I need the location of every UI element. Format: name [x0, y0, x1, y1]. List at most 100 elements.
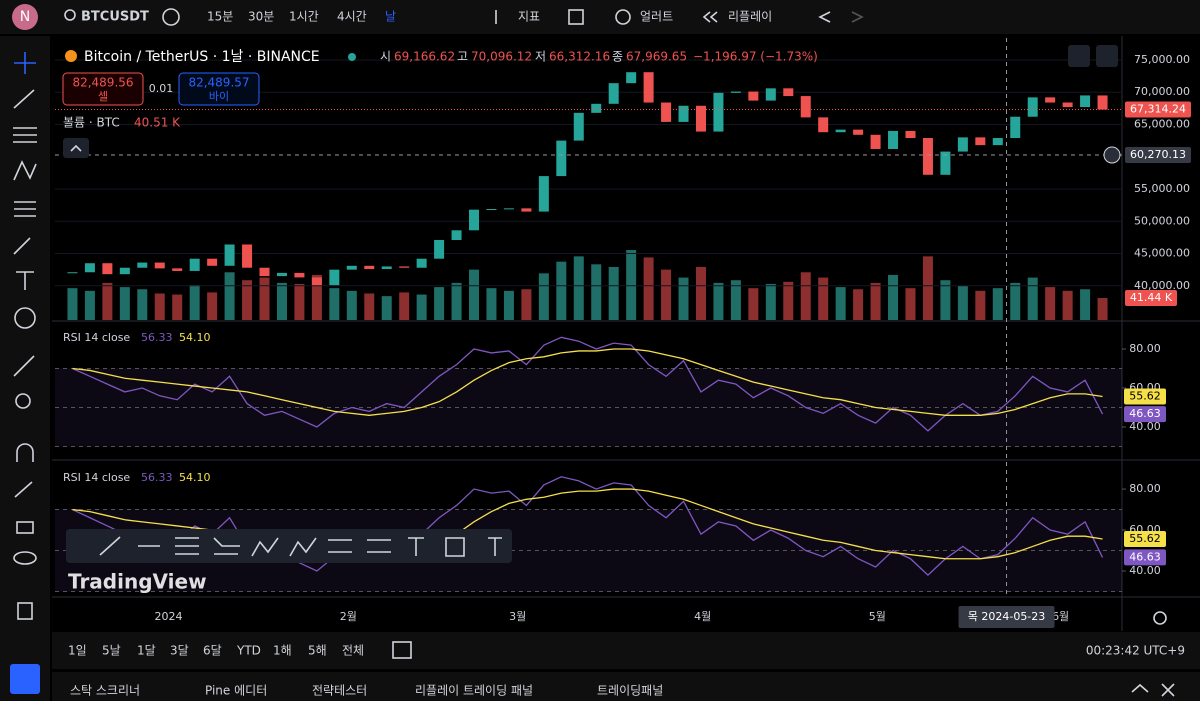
scroll-button[interactable] [1068, 45, 1090, 67]
indicators-button[interactable]: 지표 [518, 10, 540, 24]
interval-button[interactable]: 4시간 [337, 10, 367, 24]
drawing-tools[interactable] [99, 536, 502, 557]
range-button[interactable]: 1달 [137, 644, 156, 658]
range-button[interactable]: 5해 [308, 644, 327, 658]
pattern-tool[interactable] [13, 160, 37, 181]
panel-controls[interactable] [1131, 683, 1175, 697]
search-icon[interactable] [64, 9, 76, 21]
range-button[interactable]: 1해 [273, 644, 292, 658]
collapse-legend[interactable] [63, 138, 89, 158]
volume-bar [1097, 298, 1108, 320]
volume-bar [1010, 282, 1021, 320]
symbol[interactable]: BTCUSDT [81, 10, 149, 25]
candle [137, 262, 148, 268]
bottom-tab[interactable]: 전략테스터 [312, 684, 367, 698]
volume-bar [713, 282, 724, 320]
btc-logo [65, 50, 77, 62]
replay-button[interactable]: 리플레이 [728, 10, 772, 24]
range-button[interactable]: YTD [236, 644, 261, 658]
x-tick-label: 2월 [340, 610, 357, 623]
interval-button[interactable]: 30분 [248, 10, 274, 24]
volume-bar [661, 269, 672, 320]
candle [695, 105, 706, 132]
interval-button[interactable]: 1시간 [289, 10, 319, 24]
measure-tool[interactable] [13, 355, 35, 377]
rsi-last-label-box [1124, 549, 1166, 566]
range-button[interactable]: 전체 [342, 644, 364, 658]
icon-tool[interactable] [14, 307, 36, 329]
draw-mode[interactable] [14, 481, 33, 498]
rsi-title: RSI 14 close [63, 331, 130, 344]
candle [172, 268, 183, 271]
rsi-title: RSI 14 close [63, 471, 130, 484]
bottom-tab[interactable]: 리플레이 트레이딩 패널 [415, 684, 533, 698]
range-button[interactable]: 1일 [68, 644, 87, 658]
line-tool[interactable] [13, 89, 35, 109]
volume-bar [1045, 287, 1056, 320]
candle [905, 130, 916, 139]
candle [765, 88, 776, 101]
volume-bar [469, 269, 480, 320]
redo[interactable] [851, 11, 864, 23]
candle [853, 129, 864, 135]
watchlist-button[interactable] [10, 664, 40, 694]
undo[interactable] [818, 11, 831, 23]
legend-title: Bitcoin / TetherUS · 1날 · BINANCE [84, 49, 320, 65]
alert-icon [615, 9, 631, 25]
axis-settings[interactable] [1153, 611, 1167, 625]
fib-tool[interactable] [13, 127, 37, 143]
text-tool[interactable] [16, 271, 34, 290]
volume-bar [242, 280, 253, 320]
candle [154, 262, 165, 269]
lock-tool[interactable] [16, 521, 34, 534]
bottom-tab[interactable]: 트레이딩패널 [597, 684, 663, 698]
candle [189, 258, 200, 271]
range-button[interactable]: 5날 [102, 644, 121, 658]
volume-bar [119, 287, 130, 320]
range-button[interactable]: 3달 [170, 644, 189, 658]
volume-bar [957, 285, 968, 320]
volume-bar [521, 289, 532, 320]
volume-bar [259, 277, 270, 320]
settings-button[interactable] [1096, 45, 1118, 67]
projection-tool[interactable] [14, 201, 36, 217]
volume-last-label-box [1125, 290, 1177, 307]
crosshair-tool[interactable] [14, 52, 36, 74]
brush-tool[interactable] [13, 237, 31, 255]
zoom-tool[interactable] [15, 393, 31, 409]
bottom-tab[interactable]: 스탁 스크리너 [70, 684, 140, 698]
avatar[interactable] [12, 4, 38, 30]
volume-bar [678, 277, 689, 320]
layout-icon[interactable] [568, 9, 584, 25]
sell-button[interactable] [62, 72, 144, 106]
add-symbol[interactable] [162, 8, 180, 26]
visibility-tool[interactable] [13, 551, 37, 565]
interval-button[interactable]: 15분 [207, 10, 233, 24]
goto-date[interactable] [392, 641, 412, 659]
magnet-tool[interactable] [16, 443, 34, 462]
bottom-tab[interactable]: Pine 에디터 [205, 684, 267, 698]
low-label: 저 [535, 50, 546, 64]
candle [84, 263, 95, 273]
watermark: TradingView [68, 570, 207, 594]
range-bar [52, 632, 1200, 669]
buy-button[interactable] [178, 72, 260, 106]
candle [992, 138, 1003, 146]
volume-last-label: 41.44 K [1130, 291, 1173, 304]
rsi-last-label: 55.62 [1129, 390, 1161, 403]
range-button[interactable]: 6달 [203, 644, 222, 658]
add-alert[interactable] [1103, 146, 1121, 164]
y-tick-label: 55,000.00 [1134, 182, 1190, 195]
candle [364, 265, 375, 270]
rsi-last-label: 55.62 [1129, 532, 1161, 545]
alert-button[interactable]: 얼러트 [640, 10, 673, 24]
volume-bar [888, 274, 899, 320]
candle [591, 103, 602, 113]
interval-button[interactable]: 날 [385, 10, 396, 24]
high-label: 고 [457, 50, 468, 64]
rsi-ma-value: 54.10 [179, 471, 211, 484]
sell-label: 셀 [98, 90, 108, 103]
delete-tool[interactable] [17, 602, 33, 620]
bottom-tabs [52, 672, 1200, 701]
volume-bar [800, 272, 811, 320]
